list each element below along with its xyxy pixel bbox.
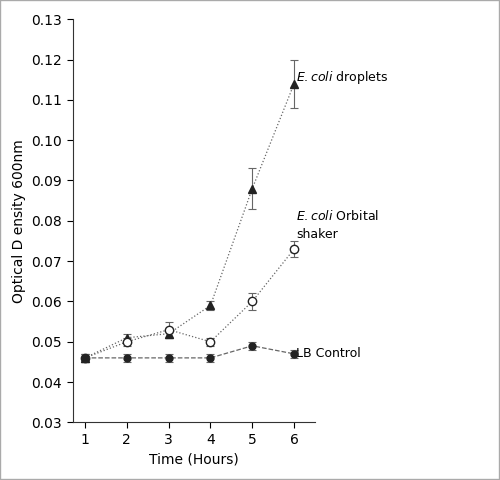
Y-axis label: Optical D ensity 600nm: Optical D ensity 600nm bbox=[12, 139, 26, 303]
Text: $\it{E.coli}$ Orbital
shaker: $\it{E.coli}$ Orbital shaker bbox=[296, 209, 379, 241]
Text: $\it{E.coli}$ droplets: $\it{E.coli}$ droplets bbox=[296, 69, 388, 86]
Text: LB Control: LB Control bbox=[296, 348, 361, 360]
X-axis label: Time (Hours): Time (Hours) bbox=[149, 452, 238, 467]
